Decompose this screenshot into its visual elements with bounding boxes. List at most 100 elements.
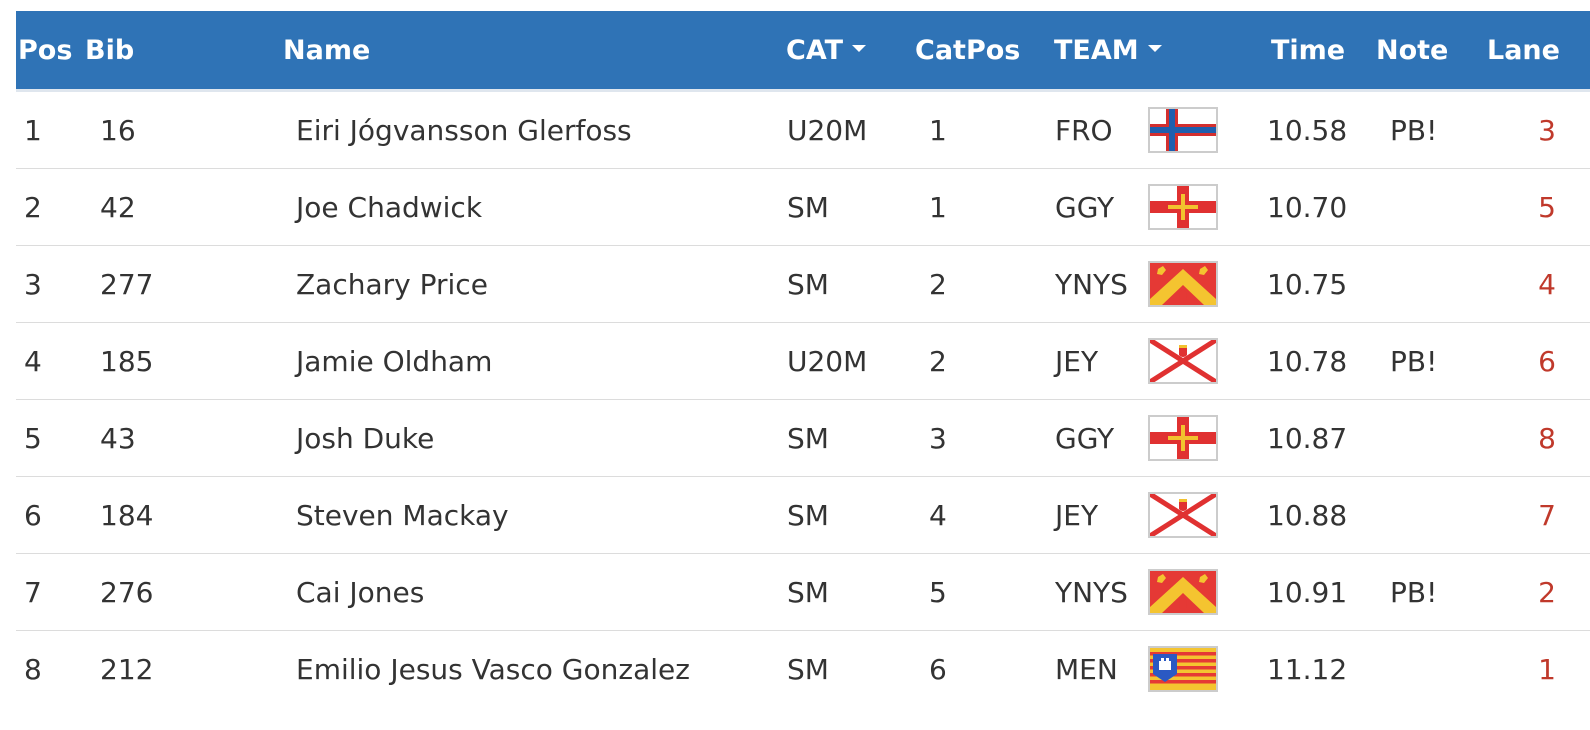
category-cell: SM: [787, 422, 829, 455]
bib-cell: 276: [100, 576, 154, 609]
bib-cell: 184: [100, 499, 154, 532]
guernsey-flag-icon: [1148, 184, 1218, 230]
table-row[interactable]: 3 277 Zachary Price SM 2 YNYS 10.75 4: [16, 246, 1590, 323]
athlete-name: Eiri Jógvansson Glerfoss: [296, 114, 632, 147]
athlete-name: Emilio Jesus Vasco Gonzalez: [296, 653, 690, 686]
note-cell: [1390, 169, 1470, 245]
category-cell: U20M: [787, 345, 868, 378]
column-header-note-label: Note: [1376, 35, 1449, 66]
bib-cell: 42: [100, 191, 136, 224]
menorca-flag-icon: [1148, 646, 1218, 692]
bib-cell: 212: [100, 653, 154, 686]
category-cell: SM: [787, 653, 829, 686]
column-header-name-label: Name: [283, 35, 371, 66]
time-cell: 10.78: [1267, 345, 1348, 378]
pos-cell: 1: [24, 114, 42, 147]
team-code: JEY: [1055, 499, 1099, 532]
column-header-team-label: TEAM: [1054, 35, 1139, 66]
caret-down-icon: [852, 45, 867, 52]
bib-cell: 43: [100, 422, 136, 455]
time-cell: 10.70: [1267, 191, 1348, 224]
lane-cell: 3: [1538, 114, 1556, 147]
lane-cell: 8: [1538, 422, 1556, 455]
team-code: YNYS: [1055, 268, 1128, 301]
catpos-cell: 2: [929, 345, 947, 378]
table-body: 1 16 Eiri Jógvansson Glerfoss U20M 1 FRO 10.58…: [16, 92, 1590, 707]
pos-cell: 6: [24, 499, 42, 532]
category-cell: SM: [787, 576, 829, 609]
pos-cell: 2: [24, 191, 42, 224]
column-header-time[interactable]: Time: [1271, 11, 1345, 89]
table-row[interactable]: 1 16 Eiri Jógvansson Glerfoss U20M 1 FRO 10.58…: [16, 92, 1590, 169]
bib-cell: 16: [100, 114, 136, 147]
catpos-cell: 1: [929, 191, 947, 224]
results-table: Pos Bib Name CAT CatPos TEAM Time Note L…: [16, 11, 1590, 707]
anglesey-flag-icon: [1148, 569, 1218, 615]
catpos-cell: 2: [929, 268, 947, 301]
time-cell: 10.87: [1267, 422, 1348, 455]
table-row[interactable]: 7 276 Cai Jones SM 5 YNYS 10.91 PB! 2: [16, 554, 1590, 631]
athlete-name: Josh Duke: [296, 422, 435, 455]
column-header-lane-label: Lane: [1487, 35, 1560, 66]
column-header-name[interactable]: Name: [283, 11, 370, 89]
pos-cell: 3: [24, 268, 42, 301]
team-code: GGY: [1055, 422, 1115, 455]
catpos-cell: 6: [929, 653, 947, 686]
note-cell: [1390, 477, 1470, 553]
team-code: GGY: [1055, 191, 1115, 224]
note-cell: PB!: [1390, 114, 1438, 147]
column-header-catpos-label: CatPos: [915, 35, 1021, 66]
column-header-pos-label: Pos: [18, 35, 73, 66]
column-header-bib-label: Bib: [85, 35, 135, 66]
lane-cell: 7: [1538, 499, 1556, 532]
catpos-cell: 3: [929, 422, 947, 455]
pos-cell: 8: [24, 653, 42, 686]
faroe-islands-flag-icon: [1148, 107, 1218, 153]
catpos-cell: 5: [929, 576, 947, 609]
team-code: MEN: [1055, 653, 1118, 686]
note-cell: PB!: [1390, 345, 1438, 378]
table-row[interactable]: 2 42 Joe Chadwick SM 1 GGY 10.70 5: [16, 169, 1590, 246]
lane-cell: 5: [1538, 191, 1556, 224]
column-header-lane[interactable]: Lane: [1487, 11, 1560, 89]
athlete-name: Steven Mackay: [296, 499, 509, 532]
anglesey-flag-icon: [1148, 261, 1218, 307]
lane-cell: 1: [1538, 653, 1556, 686]
team-code: YNYS: [1055, 576, 1128, 609]
lane-cell: 2: [1538, 576, 1556, 609]
table-row[interactable]: 6 184 Steven Mackay SM 4 JEY 10.88 7: [16, 477, 1590, 554]
column-header-note[interactable]: Note: [1376, 11, 1448, 89]
time-cell: 10.91: [1267, 576, 1348, 609]
team-code: FRO: [1055, 114, 1113, 147]
pos-cell: 7: [24, 576, 42, 609]
table-header: Pos Bib Name CAT CatPos TEAM Time Note L…: [16, 11, 1590, 92]
athlete-name: Zachary Price: [296, 268, 488, 301]
column-header-catpos[interactable]: CatPos: [915, 11, 1020, 89]
category-cell: SM: [787, 191, 829, 224]
note-cell: [1390, 400, 1470, 476]
bib-cell: 277: [100, 268, 154, 301]
category-cell: U20M: [787, 114, 868, 147]
table-row[interactable]: 4 185 Jamie Oldham U20M 2 JEY 10.78 PB! 6: [16, 323, 1590, 400]
time-cell: 10.75: [1267, 268, 1348, 301]
column-header-pos[interactable]: Pos: [18, 11, 72, 89]
catpos-cell: 4: [929, 499, 947, 532]
athlete-name: Jamie Oldham: [296, 345, 493, 378]
table-row[interactable]: 8 212 Emilio Jesus Vasco Gonzalez SM 6 MEN 11.…: [16, 631, 1590, 707]
caret-down-icon: [1147, 45, 1162, 52]
time-cell: 10.58: [1267, 114, 1348, 147]
column-header-cat-label: CAT: [786, 35, 844, 66]
guernsey-flag-icon: [1148, 415, 1218, 461]
note-cell: [1390, 246, 1470, 322]
team-code: JEY: [1055, 345, 1099, 378]
note-cell: PB!: [1390, 576, 1438, 609]
jersey-flag-icon: [1148, 338, 1218, 384]
cat-filter-dropdown[interactable]: CAT: [786, 11, 867, 89]
table-row[interactable]: 5 43 Josh Duke SM 3 GGY 10.87 8: [16, 400, 1590, 477]
jersey-flag-icon: [1148, 492, 1218, 538]
category-cell: SM: [787, 268, 829, 301]
column-header-bib[interactable]: Bib: [85, 11, 134, 89]
pos-cell: 5: [24, 422, 42, 455]
team-filter-dropdown[interactable]: TEAM: [1054, 11, 1162, 89]
lane-cell: 6: [1538, 345, 1556, 378]
